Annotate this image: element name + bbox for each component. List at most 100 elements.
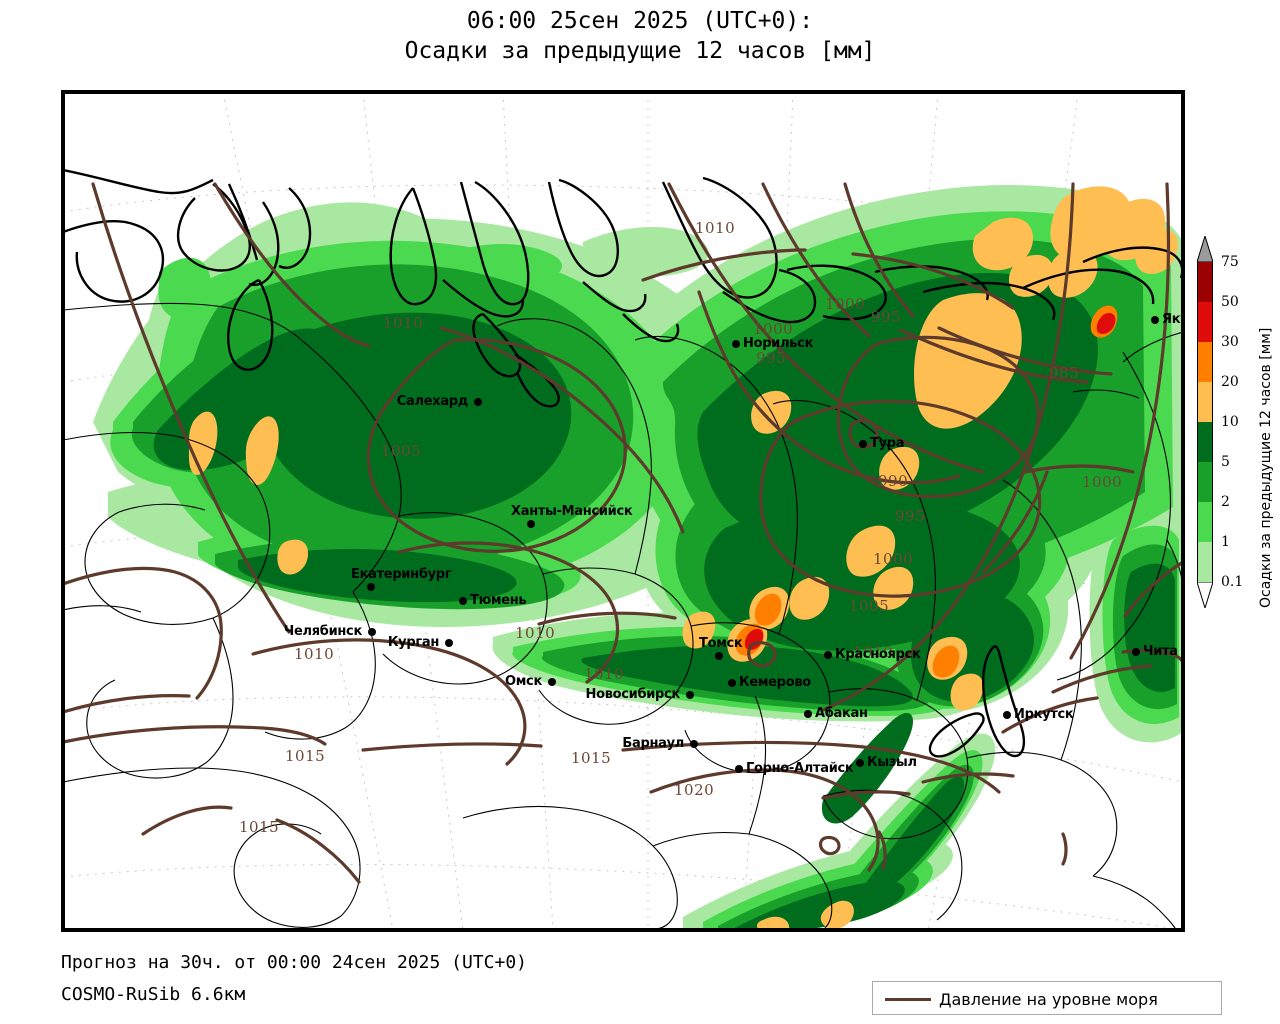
isobar-value-label: 990: [878, 472, 909, 490]
city-label: Красноярск: [835, 647, 921, 662]
isobar-value-label: 1015: [239, 818, 280, 836]
isobar-value-label: 995: [895, 507, 926, 525]
city-dot-icon: [735, 765, 743, 773]
colorbar-seg-5-10: [1197, 422, 1213, 462]
isobar-value-label: 995: [871, 308, 902, 326]
isobar-value-label: 1010: [515, 624, 556, 642]
map-graphics: [63, 92, 1183, 930]
colorbar-seg-50-75: [1197, 262, 1213, 302]
colorbar-seg-2-5: [1197, 462, 1213, 502]
city-dot-icon: [1151, 316, 1159, 324]
colorbar-tick-5: 5: [1221, 454, 1230, 470]
city-dot-icon: [474, 398, 482, 406]
city-label: Иркутск: [1014, 707, 1074, 722]
city-dot-icon: [368, 628, 376, 636]
isobars: [63, 182, 1183, 884]
isobar-value-label: 1000: [825, 295, 866, 313]
colorbar-seg-20-30: [1197, 342, 1213, 382]
isobar-value-label: 985: [1049, 364, 1080, 382]
title-line-2: Осадки за предыдущие 12 часов [мм]: [404, 38, 876, 64]
city-label: Челябинск: [283, 624, 363, 639]
city-label: Ханты-Мансийск: [511, 504, 633, 519]
city-label: Томск: [699, 636, 743, 651]
city-label: Тюмень: [470, 593, 527, 608]
colorbar-tick-1: 1: [1221, 534, 1230, 550]
isobar-value-label: 1010: [294, 645, 335, 663]
colorbar-tick-30: 30: [1221, 334, 1239, 350]
isobar-value-label: 1020: [674, 781, 715, 799]
colorbar-tick-2: 2: [1221, 494, 1230, 510]
isobar-value-label: 995: [756, 349, 787, 367]
city-dot-icon: [459, 597, 467, 605]
city-dot-icon: [824, 651, 832, 659]
map-canvas[interactable]: 1010 1010 1005 1000 1000 995 995 990 985 995 1000 1…: [61, 90, 1185, 932]
isobar-value-label: 1000: [1082, 473, 1123, 491]
city-label: Новосибирск: [585, 687, 680, 702]
city-label: Екатеринбург: [351, 567, 452, 582]
pressure-legend: Давление на уровне моря: [872, 981, 1222, 1015]
isobar-value-label: 1010: [695, 219, 736, 237]
precip-band-30-50: [744, 313, 1116, 650]
city-dot-icon: [859, 440, 867, 448]
pressure-legend-label: Давление на уровне моря: [939, 990, 1158, 1009]
colorbar-seg-10-20: [1197, 382, 1213, 422]
colorbar-tick-01: 0.1: [1221, 574, 1244, 590]
colorbar-tick-50: 50: [1221, 294, 1239, 310]
colorbar-title: Осадки за предыдущие 12 часов [мм]: [1242, 236, 1274, 616]
coastline: [63, 168, 1183, 758]
city-dot-icon: [686, 691, 694, 699]
isobar-value-label: 1005: [849, 597, 890, 615]
city-label: Норильск: [743, 336, 814, 351]
city-dot-icon: [715, 652, 723, 660]
city-dot-icon: [445, 639, 453, 647]
city-dot-icon: [1132, 648, 1140, 656]
city-label: Горно-Алтайск: [746, 761, 854, 776]
isobar-value-label: 1015: [285, 747, 326, 765]
city-dot-icon: [728, 679, 736, 687]
colorbar-strip: 75 50 30 20 10 5 2 1 0.1: [1197, 236, 1243, 608]
city-label: Кемерово: [739, 675, 811, 690]
city-dot-icon: [548, 678, 556, 686]
colorbar-seg-30-50: [1197, 302, 1213, 342]
city-label: Курган: [387, 635, 439, 650]
model-name-line: COSMO-RuSib 6.6км: [61, 984, 246, 1005]
city-label: Салехард: [396, 394, 469, 409]
city-label: Якутск: [1162, 312, 1183, 327]
isobar-value-label: 1005: [381, 442, 422, 460]
colorbar-tick-20: 20: [1221, 374, 1239, 390]
isobar-value-label: 1010: [383, 314, 424, 332]
title-line-1: 06:00 25сен 2025 (UTC+0):: [466, 8, 814, 34]
colorbar-seg-01-1: [1197, 542, 1213, 582]
isobar-value-label: 1010: [584, 665, 625, 683]
forecast-info-line: Прогноз на 30ч. от 00:00 24сен 2025 (UTC…: [61, 952, 527, 973]
isobar-value-label: 1010: [853, 643, 894, 661]
pressure-legend-line-swatch: [885, 998, 931, 1001]
isobar-value-label: 1000: [873, 550, 914, 568]
city-dot-icon: [527, 520, 535, 528]
colorbar-top-cap: [1197, 236, 1213, 262]
isobar-value-label: 1015: [571, 749, 612, 767]
colorbar-title-text: Осадки за предыдущие 12 часов [мм]: [1258, 327, 1274, 608]
city-dot-icon: [1003, 711, 1011, 719]
city-label: Тура: [870, 436, 905, 451]
city-dot-icon: [804, 710, 812, 718]
city-dot-icon: [732, 340, 740, 348]
colorbar-tick-10: 10: [1221, 414, 1239, 430]
colorbar-seg-1-2: [1197, 502, 1213, 542]
colorbar-tick-75: 75: [1221, 254, 1239, 270]
city-dot-icon: [856, 759, 864, 767]
city-dot-icon: [367, 583, 375, 591]
city-label: Чита: [1143, 644, 1178, 659]
colorbar-bottom-cap: [1197, 582, 1213, 608]
precip-band-10-20: [188, 186, 1178, 930]
city-label: Кызыл: [867, 755, 917, 770]
city-label: Барнаул: [622, 736, 684, 751]
city-label: Омск: [504, 674, 542, 689]
page-title: 06:00 25сен 2025 (UTC+0): Осадки за пред…: [0, 6, 1280, 66]
city-dot-icon: [690, 740, 698, 748]
admin-borders: [63, 302, 1183, 930]
city-label: Абакан: [815, 706, 868, 721]
colorbar: 75 50 30 20 10 5 2 1 0.1 Осадки за преды…: [1190, 236, 1280, 616]
isobar-value-label: 1000: [753, 320, 794, 338]
